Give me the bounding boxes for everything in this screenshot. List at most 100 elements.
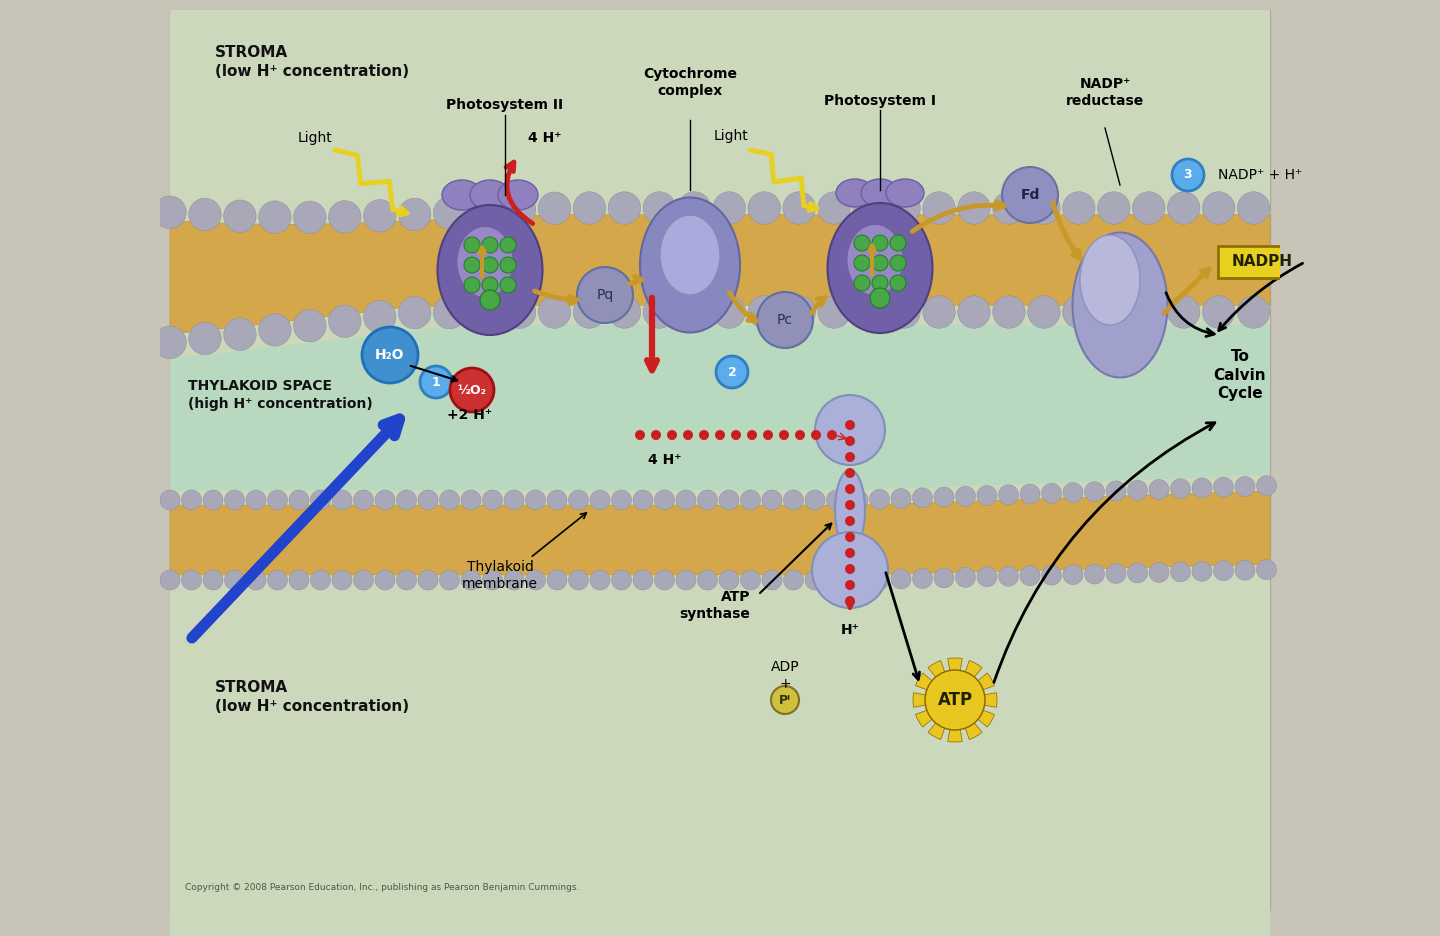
Circle shape [1214, 477, 1234, 497]
Circle shape [913, 488, 933, 508]
Circle shape [612, 570, 632, 590]
Circle shape [845, 564, 855, 574]
Circle shape [464, 257, 480, 273]
Circle shape [976, 486, 996, 505]
Circle shape [590, 570, 611, 590]
Circle shape [311, 570, 331, 590]
Text: ADP
+: ADP + [770, 660, 799, 692]
Circle shape [675, 490, 696, 510]
Circle shape [181, 570, 202, 590]
Text: Photosystem I: Photosystem I [824, 94, 936, 108]
Circle shape [608, 192, 641, 225]
Wedge shape [916, 673, 955, 700]
Circle shape [740, 570, 760, 590]
Wedge shape [916, 700, 955, 727]
Circle shape [888, 192, 920, 225]
Circle shape [259, 201, 291, 233]
Circle shape [655, 570, 674, 590]
Text: 4 H⁺: 4 H⁺ [648, 453, 681, 467]
Circle shape [812, 532, 888, 608]
Circle shape [890, 275, 906, 291]
Wedge shape [927, 661, 955, 700]
Circle shape [1192, 478, 1212, 498]
Circle shape [845, 420, 855, 430]
Circle shape [396, 490, 416, 510]
Circle shape [811, 430, 821, 440]
Polygon shape [170, 580, 1270, 936]
Circle shape [783, 192, 815, 225]
Circle shape [1084, 564, 1104, 584]
Circle shape [1128, 480, 1148, 500]
Wedge shape [948, 658, 962, 700]
Text: Light: Light [713, 129, 747, 143]
Circle shape [1237, 192, 1270, 225]
Circle shape [956, 567, 975, 587]
Circle shape [805, 490, 825, 510]
Circle shape [698, 430, 708, 440]
Text: ATP: ATP [937, 691, 972, 709]
Circle shape [504, 570, 524, 590]
Circle shape [747, 430, 757, 440]
Circle shape [420, 366, 452, 398]
Ellipse shape [828, 203, 933, 333]
Circle shape [678, 296, 710, 329]
Circle shape [634, 570, 652, 590]
Circle shape [818, 192, 851, 225]
Polygon shape [170, 214, 1270, 334]
Circle shape [716, 356, 747, 388]
Circle shape [697, 570, 717, 590]
Circle shape [783, 490, 804, 510]
Circle shape [719, 490, 739, 510]
Circle shape [504, 490, 524, 510]
Circle shape [747, 192, 780, 225]
Circle shape [223, 318, 256, 350]
Wedge shape [955, 700, 995, 727]
Circle shape [783, 570, 804, 590]
Circle shape [573, 296, 606, 329]
Circle shape [683, 430, 693, 440]
Circle shape [526, 570, 546, 590]
Text: Photosystem II: Photosystem II [446, 98, 563, 112]
Text: Cytochrome
complex: Cytochrome complex [644, 66, 737, 98]
Circle shape [311, 490, 331, 510]
Text: Pc: Pc [778, 313, 793, 327]
Circle shape [482, 277, 498, 293]
Circle shape [268, 570, 288, 590]
Circle shape [783, 296, 815, 329]
Circle shape [1236, 561, 1256, 580]
Circle shape [189, 322, 222, 355]
Circle shape [713, 192, 746, 225]
Text: H⁺: H⁺ [841, 623, 860, 637]
Circle shape [845, 436, 855, 446]
FancyBboxPatch shape [1218, 246, 1308, 278]
Circle shape [1097, 296, 1130, 329]
Circle shape [655, 490, 674, 510]
Circle shape [1202, 192, 1236, 225]
Circle shape [848, 570, 868, 590]
Ellipse shape [861, 179, 899, 207]
Circle shape [845, 484, 855, 494]
Circle shape [845, 532, 855, 542]
Circle shape [719, 570, 739, 590]
Circle shape [526, 490, 546, 510]
Circle shape [268, 490, 288, 510]
Circle shape [891, 489, 912, 508]
Circle shape [246, 490, 266, 510]
Circle shape [1132, 296, 1165, 329]
Circle shape [1171, 478, 1191, 499]
Circle shape [361, 327, 418, 383]
Circle shape [328, 200, 361, 233]
Circle shape [1257, 560, 1276, 579]
Text: 4 H⁺: 4 H⁺ [528, 131, 562, 145]
Circle shape [289, 490, 310, 510]
Circle shape [482, 237, 498, 253]
Circle shape [716, 430, 724, 440]
Text: Pq: Pq [596, 288, 613, 302]
Circle shape [998, 566, 1018, 586]
Circle shape [697, 490, 717, 510]
Circle shape [1063, 564, 1083, 585]
Circle shape [795, 430, 805, 440]
Circle shape [854, 255, 870, 271]
Text: ½O₂: ½O₂ [458, 384, 487, 397]
Circle shape [328, 305, 361, 338]
